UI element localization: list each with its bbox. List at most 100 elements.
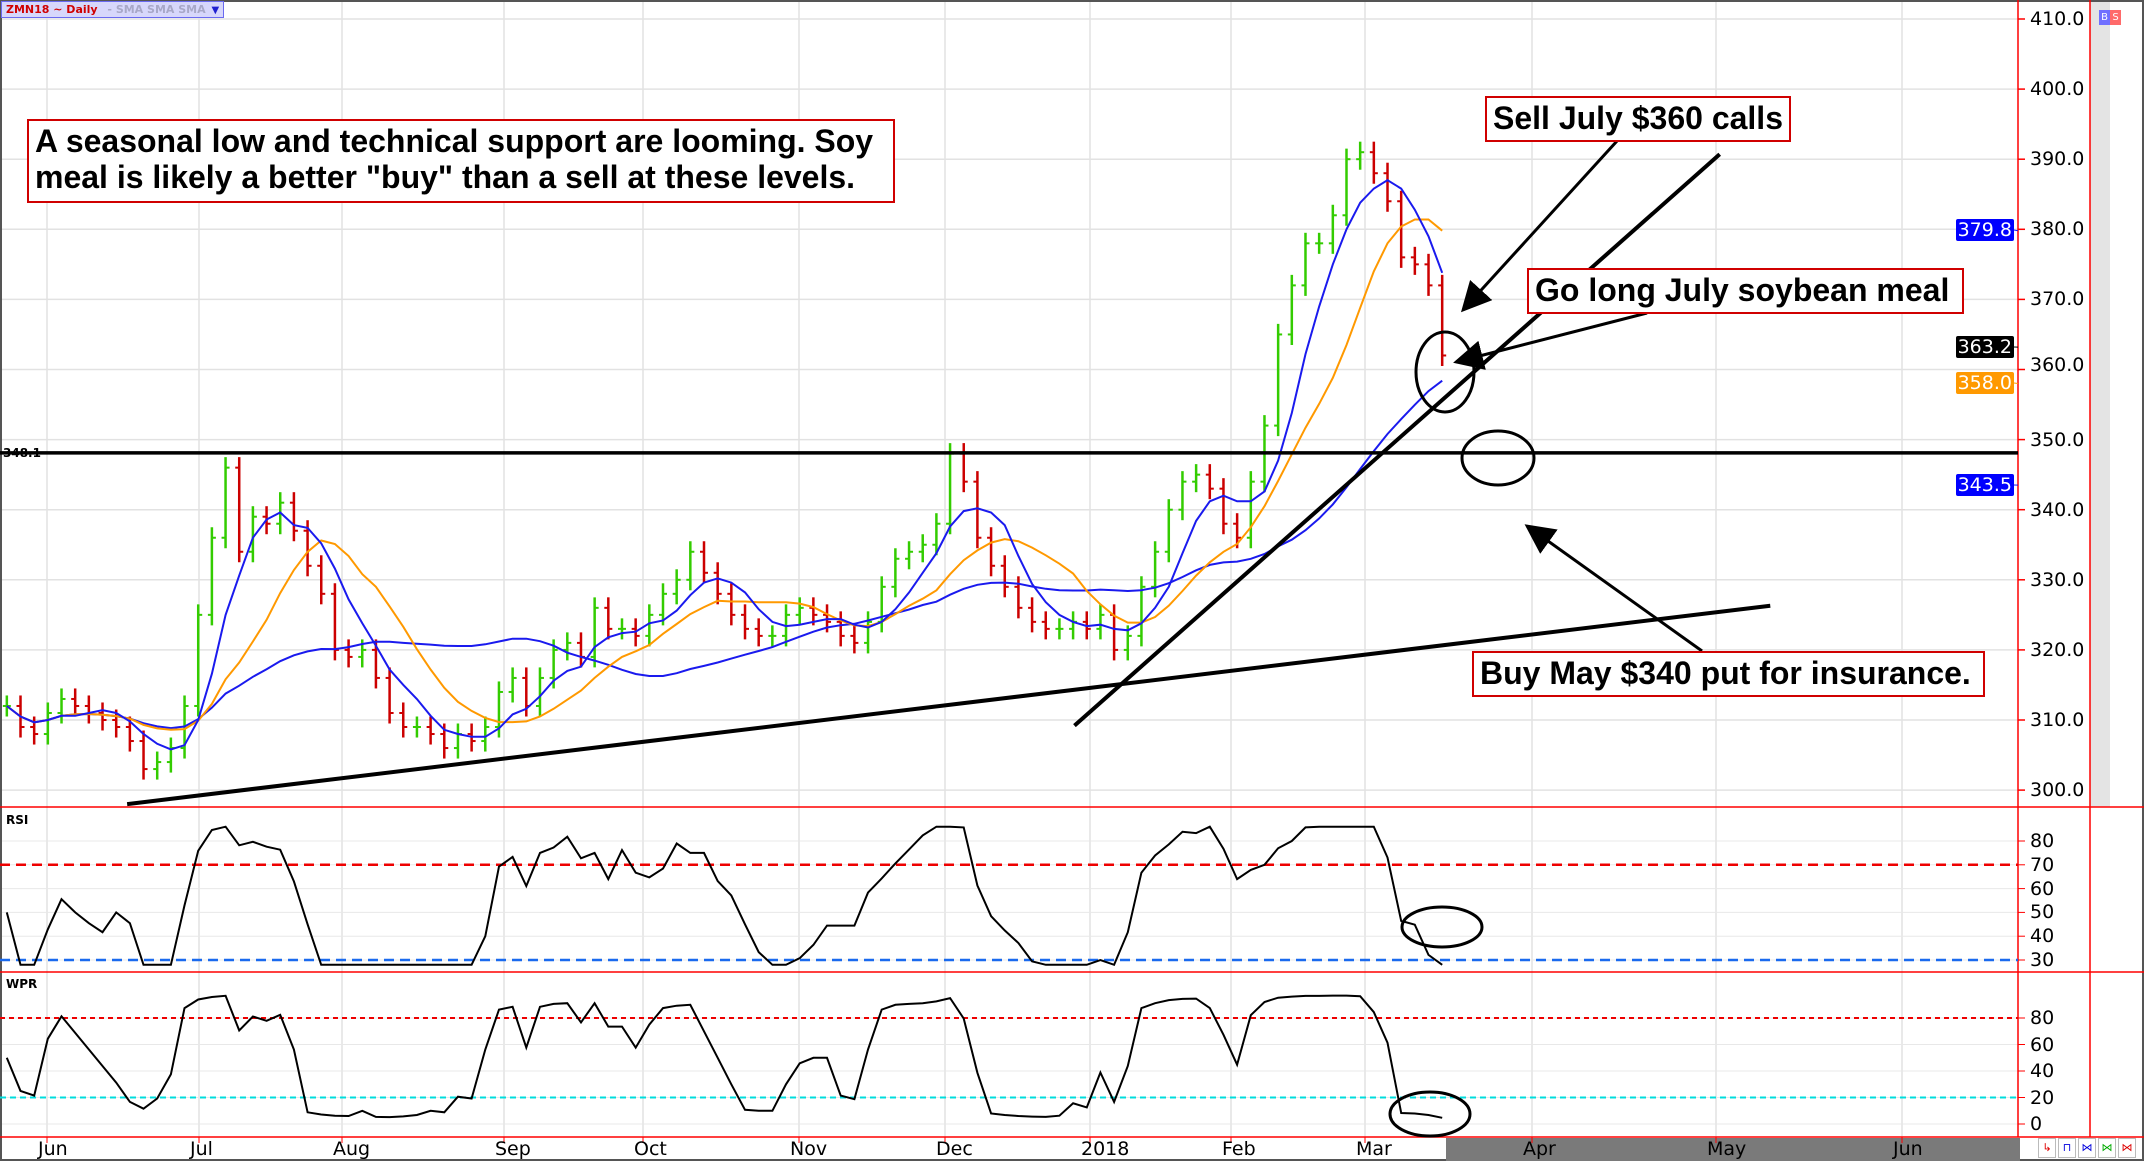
price-bar: [1246, 471, 1255, 549]
wpr-y-tick: 80: [2030, 1007, 2055, 1029]
price-y-tick: 410.0: [2030, 8, 2085, 30]
price-bar: [1410, 246, 1419, 275]
trendline-steep-support: [1073, 152, 1722, 728]
price-y-tick: 400.0: [2030, 78, 2085, 101]
last-close-badge: 363.2: [1955, 336, 2014, 358]
price-bar: [1055, 618, 1064, 640]
wpr-title: WPR: [6, 977, 38, 991]
price-bar: [905, 541, 914, 570]
price-bar: [754, 618, 763, 647]
x-tick-label: Sep: [495, 1138, 531, 1160]
price-bar: [590, 597, 599, 668]
price-bar: [1274, 323, 1283, 437]
price-bar: [303, 520, 312, 577]
price-bar: [741, 604, 750, 640]
x-tick-label: Oct: [634, 1138, 667, 1160]
price-bar: [139, 730, 148, 780]
tool-red-step-icon[interactable]: ↳: [2038, 1138, 2056, 1158]
badge-connector: [2013, 382, 2019, 385]
price-y-tick: 370.0: [2030, 288, 2085, 311]
trendline-long-term-support: [126, 603, 1771, 807]
tool-red-cross-icon[interactable]: ⋈: [2118, 1138, 2136, 1158]
price-bar: [207, 527, 216, 626]
price-bar: [481, 716, 490, 752]
annotation-ellipse: [1414, 330, 1476, 414]
x-tick-label: Dec: [936, 1138, 973, 1160]
price-bar: [987, 527, 996, 577]
price-bar: [1205, 464, 1214, 500]
annotation-main: A seasonal low and technical support are…: [27, 119, 895, 203]
annotation-ellipse: [1400, 905, 1484, 949]
indicator-list: - SMA SMA SMA: [107, 3, 206, 16]
price-bar: [248, 506, 257, 563]
price-bar: [535, 667, 544, 717]
sma-slow-value-badge: 343.5: [1955, 474, 2014, 496]
chevron-down-icon[interactable]: ▼: [211, 5, 220, 16]
x-tick-label: Nov: [790, 1138, 828, 1160]
x-tick-label: Feb: [1222, 1138, 1256, 1160]
price-bar: [645, 604, 654, 647]
price-bar: [795, 597, 804, 626]
price-bar: [1315, 232, 1324, 254]
price-bar: [918, 534, 927, 563]
tool-blue-cross-icon[interactable]: ⋈: [2078, 1138, 2096, 1158]
price-bar: [1219, 478, 1228, 535]
price-bar: [1069, 611, 1078, 640]
price-bar: [1164, 499, 1173, 563]
sma-fast-value-badge: 379.8: [1955, 219, 2014, 241]
price-bar: [1301, 232, 1310, 296]
price-bar: [1137, 576, 1146, 647]
price-bar: [617, 618, 626, 640]
sma-slow-line: [6, 379, 1443, 730]
wpr-y-tick: 20: [2030, 1086, 2055, 1109]
x-tick-label: Jul: [190, 1138, 213, 1160]
price-bar: [1178, 471, 1187, 521]
price-bar: [672, 569, 681, 605]
price-bar: [946, 443, 955, 535]
annotation-arrow: [1460, 139, 1619, 313]
price-bar: [453, 723, 462, 759]
price-y-tick: 350.0: [2030, 428, 2085, 451]
rsi-y-tick: 60: [2030, 877, 2055, 900]
rsi-y-tick: 80: [2030, 830, 2055, 852]
sma-fast-line: [6, 179, 1444, 751]
price-bar: [713, 562, 722, 605]
annotation-go-long: Go long July soybean meal: [1527, 268, 1964, 314]
price-bar: [700, 541, 709, 584]
price-bar: [1438, 274, 1447, 366]
price-bar: [194, 604, 203, 717]
sma-mid-value-badge: 358.0: [1955, 372, 2014, 394]
tool-green-cross-icon[interactable]: ⋈: [2098, 1138, 2116, 1158]
price-bar: [1369, 141, 1378, 184]
price-bar: [57, 688, 66, 724]
sell-button[interactable]: S: [2110, 10, 2121, 25]
price-bar: [727, 583, 736, 626]
price-bar: [563, 632, 572, 661]
sma-mid-line: [6, 218, 1443, 731]
annotation-ellipse: [1388, 1090, 1472, 1138]
price-bar: [166, 737, 175, 773]
rsi-title: RSI: [6, 813, 29, 827]
price-bar: [604, 597, 613, 640]
rsi-line: [5, 825, 1443, 967]
chart-legend[interactable]: ZMN18 ~ Daily - SMA SMA SMA ▼: [1, 1, 225, 18]
x-tick-label: Jun: [1893, 1138, 1923, 1160]
x-tick-label: 2018: [1081, 1138, 1130, 1160]
price-bar: [289, 492, 298, 542]
buy-button[interactable]: B: [2099, 10, 2110, 25]
price-bar: [426, 716, 435, 745]
price-bar: [98, 702, 107, 731]
price-bar: [686, 541, 695, 591]
wpr-y-tick: 40: [2030, 1060, 2055, 1082]
tool-blue-step-icon[interactable]: ⊓: [2058, 1138, 2076, 1158]
future-date-region: [1446, 1138, 2020, 1161]
price-y-tick: 320.0: [2030, 638, 2085, 661]
price-bar: [1328, 204, 1337, 254]
price-bar: [836, 611, 845, 647]
wpr-y-tick: 60: [2030, 1033, 2055, 1056]
hline-label: 348.1: [3, 446, 41, 460]
price-bar: [658, 583, 667, 626]
rsi-y-tick: 30: [2030, 949, 2055, 971]
